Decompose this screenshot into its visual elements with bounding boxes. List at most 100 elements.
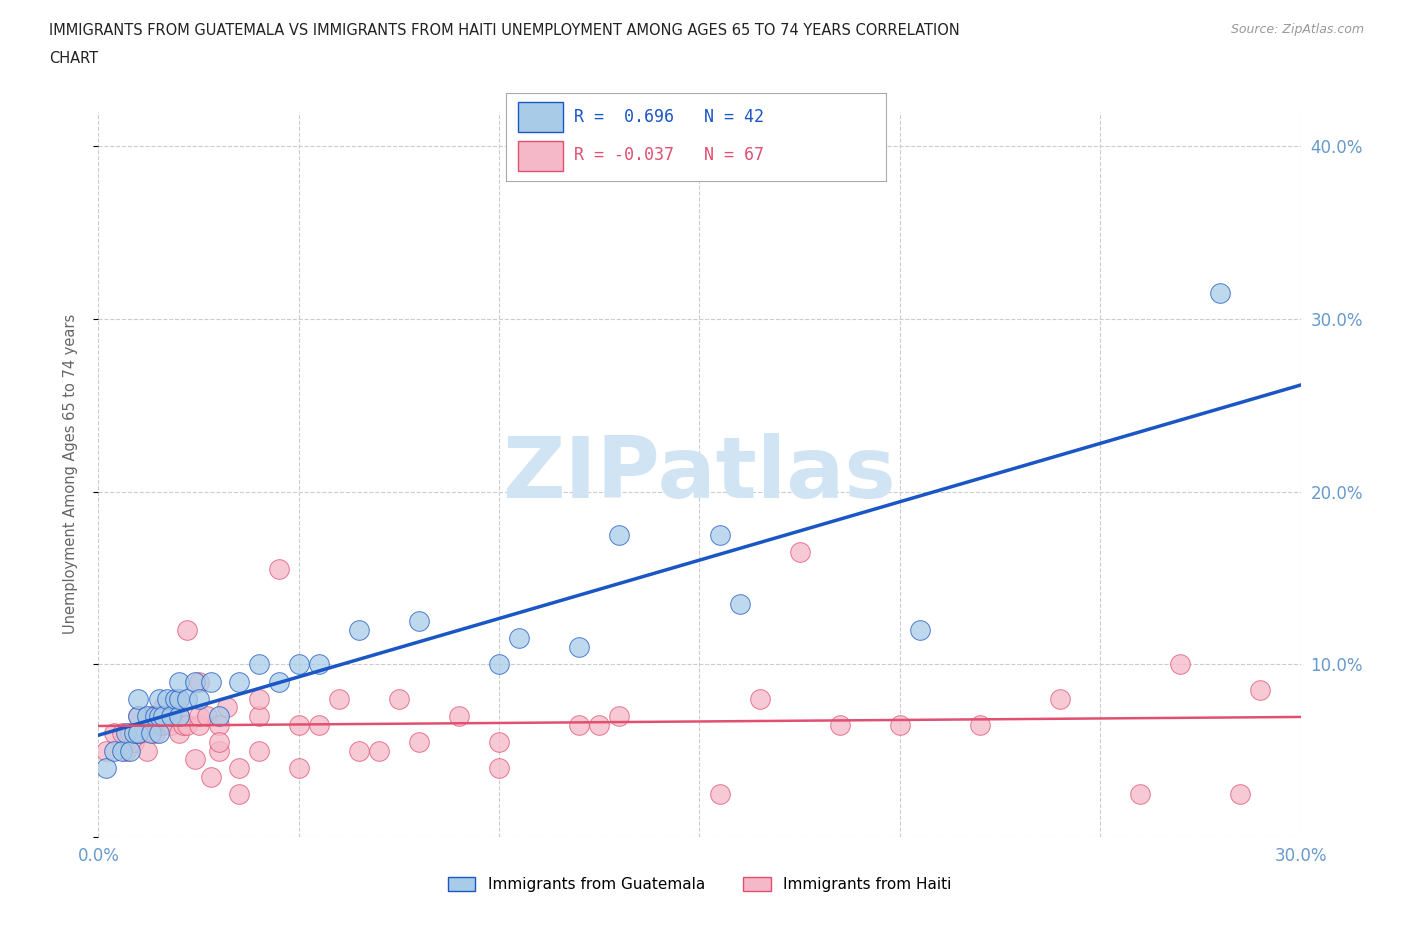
- Point: [508, 631, 530, 645]
- Point: [152, 717, 174, 732]
- Point: [208, 735, 231, 750]
- Point: [368, 743, 391, 758]
- Point: [187, 717, 209, 732]
- Point: [247, 691, 270, 706]
- Point: [267, 562, 290, 577]
- Point: [139, 726, 162, 741]
- Point: [588, 717, 610, 732]
- Point: [167, 709, 190, 724]
- Point: [128, 691, 150, 706]
- Point: [568, 717, 591, 732]
- Point: [167, 691, 190, 706]
- Point: [215, 700, 238, 715]
- Point: [200, 769, 222, 784]
- Point: [167, 691, 190, 706]
- Point: [120, 726, 142, 741]
- Point: [408, 614, 430, 629]
- Point: [187, 709, 209, 724]
- Text: R =  0.696   N = 42: R = 0.696 N = 42: [575, 108, 765, 126]
- Point: [488, 735, 510, 750]
- Point: [176, 717, 198, 732]
- Point: [447, 709, 470, 724]
- Point: [709, 787, 731, 802]
- Point: [208, 709, 231, 724]
- Y-axis label: Unemployment Among Ages 65 to 74 years: Unemployment Among Ages 65 to 74 years: [63, 314, 77, 634]
- Point: [969, 717, 991, 732]
- Text: Source: ZipAtlas.com: Source: ZipAtlas.com: [1230, 23, 1364, 36]
- Point: [167, 709, 190, 724]
- Point: [267, 674, 290, 689]
- Point: [488, 657, 510, 671]
- Point: [247, 743, 270, 758]
- Point: [131, 726, 153, 741]
- Point: [388, 691, 411, 706]
- Point: [115, 726, 138, 741]
- Point: [228, 761, 250, 776]
- Point: [208, 743, 231, 758]
- Point: [148, 709, 170, 724]
- Point: [609, 527, 631, 542]
- Point: [488, 761, 510, 776]
- Point: [96, 761, 118, 776]
- Point: [183, 674, 205, 689]
- Point: [1129, 787, 1152, 802]
- Point: [228, 674, 250, 689]
- Point: [159, 709, 181, 724]
- Point: [148, 726, 170, 741]
- Point: [103, 743, 125, 758]
- Point: [308, 717, 330, 732]
- Point: [143, 726, 166, 741]
- Point: [167, 674, 190, 689]
- Point: [195, 709, 218, 724]
- Point: [609, 709, 631, 724]
- Point: [288, 657, 311, 671]
- Point: [159, 717, 181, 732]
- Point: [247, 709, 270, 724]
- Point: [228, 787, 250, 802]
- Legend: Immigrants from Guatemala, Immigrants from Haiti: Immigrants from Guatemala, Immigrants fr…: [441, 871, 957, 898]
- Point: [155, 691, 177, 706]
- Point: [128, 709, 150, 724]
- Point: [288, 717, 311, 732]
- Point: [124, 726, 146, 741]
- Point: [148, 691, 170, 706]
- Point: [828, 717, 851, 732]
- Point: [96, 743, 118, 758]
- Point: [163, 691, 186, 706]
- Point: [187, 674, 209, 689]
- Point: [568, 640, 591, 655]
- Point: [167, 726, 190, 741]
- Text: CHART: CHART: [49, 51, 98, 66]
- Point: [889, 717, 911, 732]
- Point: [1209, 286, 1232, 300]
- Point: [1229, 787, 1251, 802]
- Text: IMMIGRANTS FROM GUATEMALA VS IMMIGRANTS FROM HAITI UNEMPLOYMENT AMONG AGES 65 TO: IMMIGRANTS FROM GUATEMALA VS IMMIGRANTS …: [49, 23, 960, 38]
- Point: [176, 622, 198, 637]
- Point: [1049, 691, 1071, 706]
- Point: [111, 743, 134, 758]
- Point: [789, 545, 811, 560]
- Point: [152, 709, 174, 724]
- Point: [187, 691, 209, 706]
- Point: [748, 691, 770, 706]
- Point: [139, 709, 162, 724]
- Point: [200, 674, 222, 689]
- Point: [1170, 657, 1192, 671]
- Point: [143, 709, 166, 724]
- Point: [128, 709, 150, 724]
- Point: [120, 743, 142, 758]
- Point: [111, 726, 134, 741]
- Point: [308, 657, 330, 671]
- Point: [176, 691, 198, 706]
- Point: [172, 717, 194, 732]
- Point: [408, 735, 430, 750]
- Point: [247, 657, 270, 671]
- Point: [155, 709, 177, 724]
- Point: [208, 717, 231, 732]
- Bar: [517, 140, 562, 171]
- Text: R = -0.037   N = 67: R = -0.037 N = 67: [575, 146, 765, 164]
- Point: [139, 717, 162, 732]
- Point: [347, 743, 370, 758]
- Text: ZIPatlas: ZIPatlas: [502, 432, 897, 516]
- Point: [103, 726, 125, 741]
